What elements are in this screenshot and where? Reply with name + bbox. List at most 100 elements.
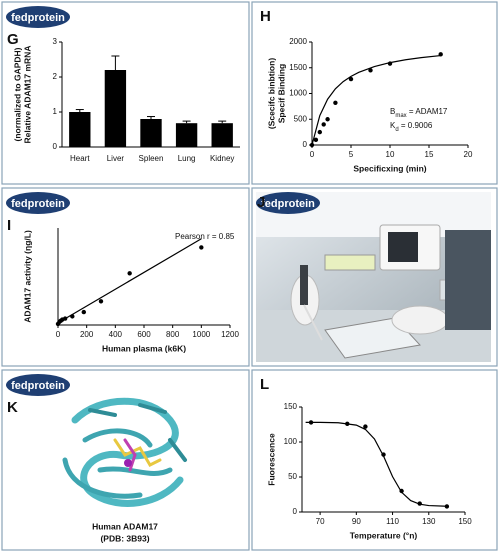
y-axis-label: (Scecifc binbtion): [266, 58, 276, 129]
x-tick-label: 150: [458, 517, 472, 526]
badge-bg: [256, 192, 320, 214]
bar: [211, 123, 233, 147]
annotation-sub: max: [395, 113, 406, 119]
x-tick-label: Liver: [107, 154, 125, 163]
badge: fedprotein: [261, 198, 315, 210]
bar: [69, 112, 91, 147]
bar: [140, 119, 162, 147]
y-tick-label: 100: [284, 437, 298, 446]
panel-frame: [251, 1, 498, 185]
panel-letter: K: [7, 399, 18, 416]
point: [98, 299, 104, 304]
point: [313, 137, 319, 143]
y-tick-label: 0: [53, 142, 58, 151]
x-tick-label: 10: [386, 150, 395, 159]
badge: fedprotein: [11, 380, 65, 392]
x-tick-label: 400: [109, 330, 123, 339]
point: [333, 100, 338, 105]
y-axis-label: Fuorescence: [266, 433, 276, 486]
x-tick-label: Lung: [178, 154, 196, 163]
y-axis-label: (normalized to GAPDH): [12, 47, 22, 141]
bar: [175, 123, 198, 147]
x-tick-label: 20: [464, 150, 473, 159]
panel-frame: [251, 369, 498, 551]
y-tick-label: 1: [53, 107, 58, 116]
y-tick-label: 1000: [289, 89, 307, 98]
caption: Human ADAM17: [92, 521, 158, 531]
x-tick-label: 5: [349, 150, 354, 159]
point: [321, 122, 326, 127]
y-tick-label: 500: [294, 114, 308, 123]
point: [444, 504, 450, 509]
panel-frame: [251, 187, 498, 367]
annotation-text: B: [390, 107, 395, 116]
annotation-text: K: [390, 121, 396, 130]
fit-line: [305, 421, 447, 507]
y-tick-label: 2000: [289, 37, 307, 46]
y-tick-label: 50: [288, 472, 297, 481]
x-tick-label: 70: [316, 517, 325, 526]
x-tick-label: 600: [137, 330, 151, 339]
badge: fedprotein: [11, 198, 65, 210]
y-tick-label: 150: [284, 402, 298, 411]
annotation-text: Pearson r = 0.85: [175, 232, 235, 241]
point: [363, 424, 368, 429]
x-tick-label: 200: [80, 330, 94, 339]
x-tick-label: Kidney: [210, 154, 234, 163]
y-tick-label: 2: [53, 72, 58, 81]
point: [81, 309, 87, 315]
y-tick-label: 1500: [289, 63, 307, 72]
x-axis-label: Specificxing (min): [353, 163, 426, 173]
x-tick-label: 0: [56, 330, 61, 339]
annotation: Bmax = ADAM17: [390, 107, 448, 118]
y-tick-label: 0: [303, 140, 308, 149]
x-tick-label: 1000: [192, 330, 210, 339]
protein-structure: [62, 397, 187, 507]
x-tick-label: Spleen: [139, 154, 164, 163]
x-tick-label: 130: [422, 517, 436, 526]
x-tick-label: 15: [425, 150, 434, 159]
panel-frame: [1, 187, 250, 367]
panel-frame: [1, 369, 250, 551]
point: [127, 271, 132, 276]
annotation-rest: = 0.9006: [399, 121, 433, 130]
x-axis-label: Temperature (°n): [350, 530, 418, 540]
panel-letter: J: [257, 194, 265, 211]
annotation-sub: d: [395, 127, 398, 133]
point: [317, 129, 322, 135]
y-tick-label: 0: [293, 507, 298, 516]
badge: fedprotein: [11, 12, 65, 24]
lab-photo: [256, 192, 491, 362]
y-axis-label: ADAM17 activity (ηg/L): [22, 230, 32, 323]
point: [199, 245, 204, 250]
annotation: Pearson r = 0.85: [175, 232, 235, 241]
badge-bg: [6, 192, 70, 214]
point: [368, 68, 373, 73]
x-tick-label: 1200: [221, 330, 239, 339]
caption: (PDB: 3B93): [100, 533, 149, 543]
bar: [104, 70, 127, 147]
annotation-rest: = ADAM17: [407, 107, 448, 116]
x-tick-label: 110: [386, 517, 399, 526]
point: [348, 76, 354, 82]
panel-letter: G: [7, 31, 19, 48]
x-axis-label: Human plasma (k6K): [102, 343, 186, 353]
fit-line: [57, 238, 202, 324]
x-tick-label: Heart: [70, 154, 90, 163]
panel-letter: H: [260, 8, 271, 25]
panel-frame: [1, 1, 250, 185]
badge-bg: [6, 6, 70, 28]
y-tick-label: 3: [53, 37, 58, 46]
y-axis-label: Relative ADAM17 mRNA: [22, 46, 32, 144]
x-tick-label: 90: [352, 517, 361, 526]
x-tick-label: 0: [310, 150, 315, 159]
panel-letter: I: [7, 217, 11, 234]
y-axis-label: Specif Binding: [276, 64, 286, 124]
badge-bg: [6, 374, 70, 396]
point: [325, 117, 330, 122]
annotation: Kd = 0.9006: [390, 121, 433, 132]
fit-line: [311, 54, 441, 146]
x-tick-label: 800: [166, 330, 180, 339]
